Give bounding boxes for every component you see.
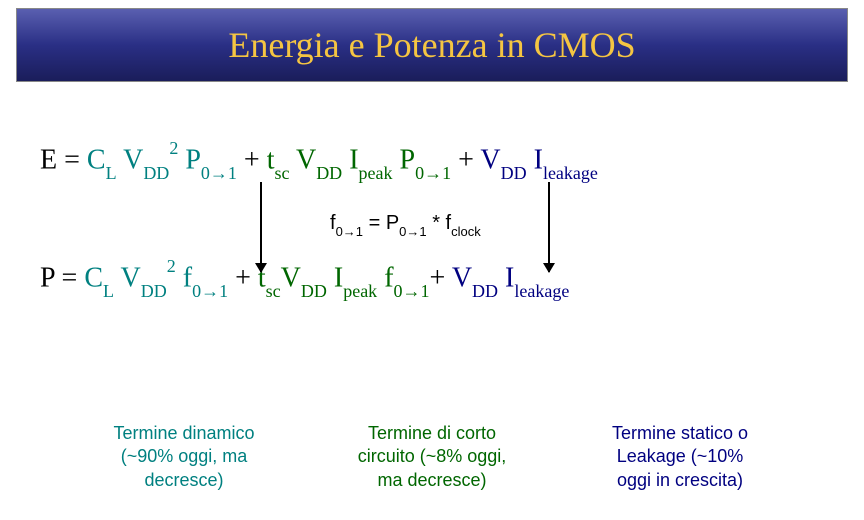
P-t1-f-sub: 0→1 (192, 281, 228, 301)
P-t1-f: f (176, 262, 192, 293)
E-t1-CL: C (87, 144, 106, 175)
E-t2-VDD-sub: DD (316, 163, 342, 183)
P-t1-CL-sub: L (103, 281, 114, 301)
foot2-l3: ma decresce) (322, 469, 542, 492)
E-t2-P: P (393, 144, 416, 175)
E-t1-P: P (178, 144, 201, 175)
mid-fc-sub: clock (451, 224, 481, 239)
foot2-l2: circuito (~8% oggi, (322, 445, 542, 468)
foot1-l2: (~90% oggi, ma (74, 445, 294, 468)
footer-dynamic: Termine dinamico (~90% oggi, ma decresce… (74, 422, 294, 492)
lhs-E: E = (40, 144, 87, 175)
E-t2-I-sub: peak (359, 163, 393, 183)
foot2-l1: Termine di corto (322, 422, 542, 445)
E-t2-VDD: V (289, 144, 316, 175)
E-t2-I: I (342, 144, 358, 175)
P-t2-I-sub: peak (343, 281, 377, 301)
P-t2-I: I (327, 262, 343, 293)
P-t1-VDD: V (114, 262, 141, 293)
P-t2-f: f (377, 262, 393, 293)
mid-f: f (330, 212, 336, 234)
P-t3-VDD: V (452, 262, 472, 293)
mid-mul: * (427, 212, 446, 234)
foot3-l2: Leakage (~10% (570, 445, 790, 468)
P-t2-VDD-sub: DD (301, 281, 327, 301)
E-t1-sq: 2 (169, 138, 178, 158)
equation-frequency: f0→1 = P0→1 * fclock (330, 212, 481, 237)
E-t1-VDD: V (117, 144, 144, 175)
lhs-P: P = (40, 262, 84, 293)
arrow-right (548, 182, 550, 272)
P-t2-f-sub: 0→1 (394, 281, 430, 301)
mid-P: P (386, 212, 399, 234)
foot1-l3: decresce) (74, 469, 294, 492)
footer-shortcircuit: Termine di corto circuito (~8% oggi, ma … (322, 422, 542, 492)
E-t3-I-sub: leakage (543, 163, 598, 183)
P-t1-sq: 2 (167, 256, 176, 276)
P-t3-I: I (498, 262, 514, 293)
P-t2-tsc-sub: sc (266, 281, 281, 301)
equation-energy: E = CL VDD2 P0→1 + tsc VDD Ipeak P0→1 + … (40, 142, 824, 180)
E-plus2: + (451, 144, 480, 175)
E-t3-I: I (527, 144, 543, 175)
foot1-l1: Termine dinamico (74, 422, 294, 445)
footer-labels: Termine dinamico (~90% oggi, ma decresce… (0, 422, 864, 492)
title-bar: Energia e Potenza in CMOS (16, 8, 848, 82)
P-t1-VDD-sub: DD (141, 281, 167, 301)
foot3-l3: oggi in crescita) (570, 469, 790, 492)
equation-power: P = CL VDD2 f0→1 + tscVDD Ipeak f0→1+ VD… (40, 260, 824, 298)
E-plus1: + (237, 144, 267, 175)
P-plus1: + (228, 262, 258, 293)
mid-P-sub: 0→1 (399, 224, 426, 239)
P-plus2: + (430, 262, 452, 293)
E-t3-VDD-sub: DD (501, 163, 527, 183)
P-t3-VDD-sub: DD (472, 281, 498, 301)
E-t1-CL-sub: L (106, 163, 117, 183)
slide-title: Energia e Potenza in CMOS (228, 24, 635, 66)
P-t2-VDD: V (281, 262, 301, 293)
E-t2-P-sub: 0→1 (415, 163, 451, 183)
E-t1-VDD-sub: DD (143, 163, 169, 183)
P-t3-I-sub: leakage (514, 281, 569, 301)
mid-f-sub: 0→1 (336, 224, 363, 239)
E-t2-tsc-sub: sc (274, 163, 289, 183)
mid-eq-sign: = (363, 212, 386, 234)
arrow-left (260, 182, 262, 272)
foot3-l1: Termine statico o (570, 422, 790, 445)
E-t3-VDD: V (480, 144, 500, 175)
footer-static: Termine statico o Leakage (~10% oggi in … (570, 422, 790, 492)
slide-content: E = CL VDD2 P0→1 + tsc VDD Ipeak P0→1 + … (0, 82, 864, 298)
E-t1-P-sub: 0→1 (201, 163, 237, 183)
P-t1-CL: C (84, 262, 103, 293)
